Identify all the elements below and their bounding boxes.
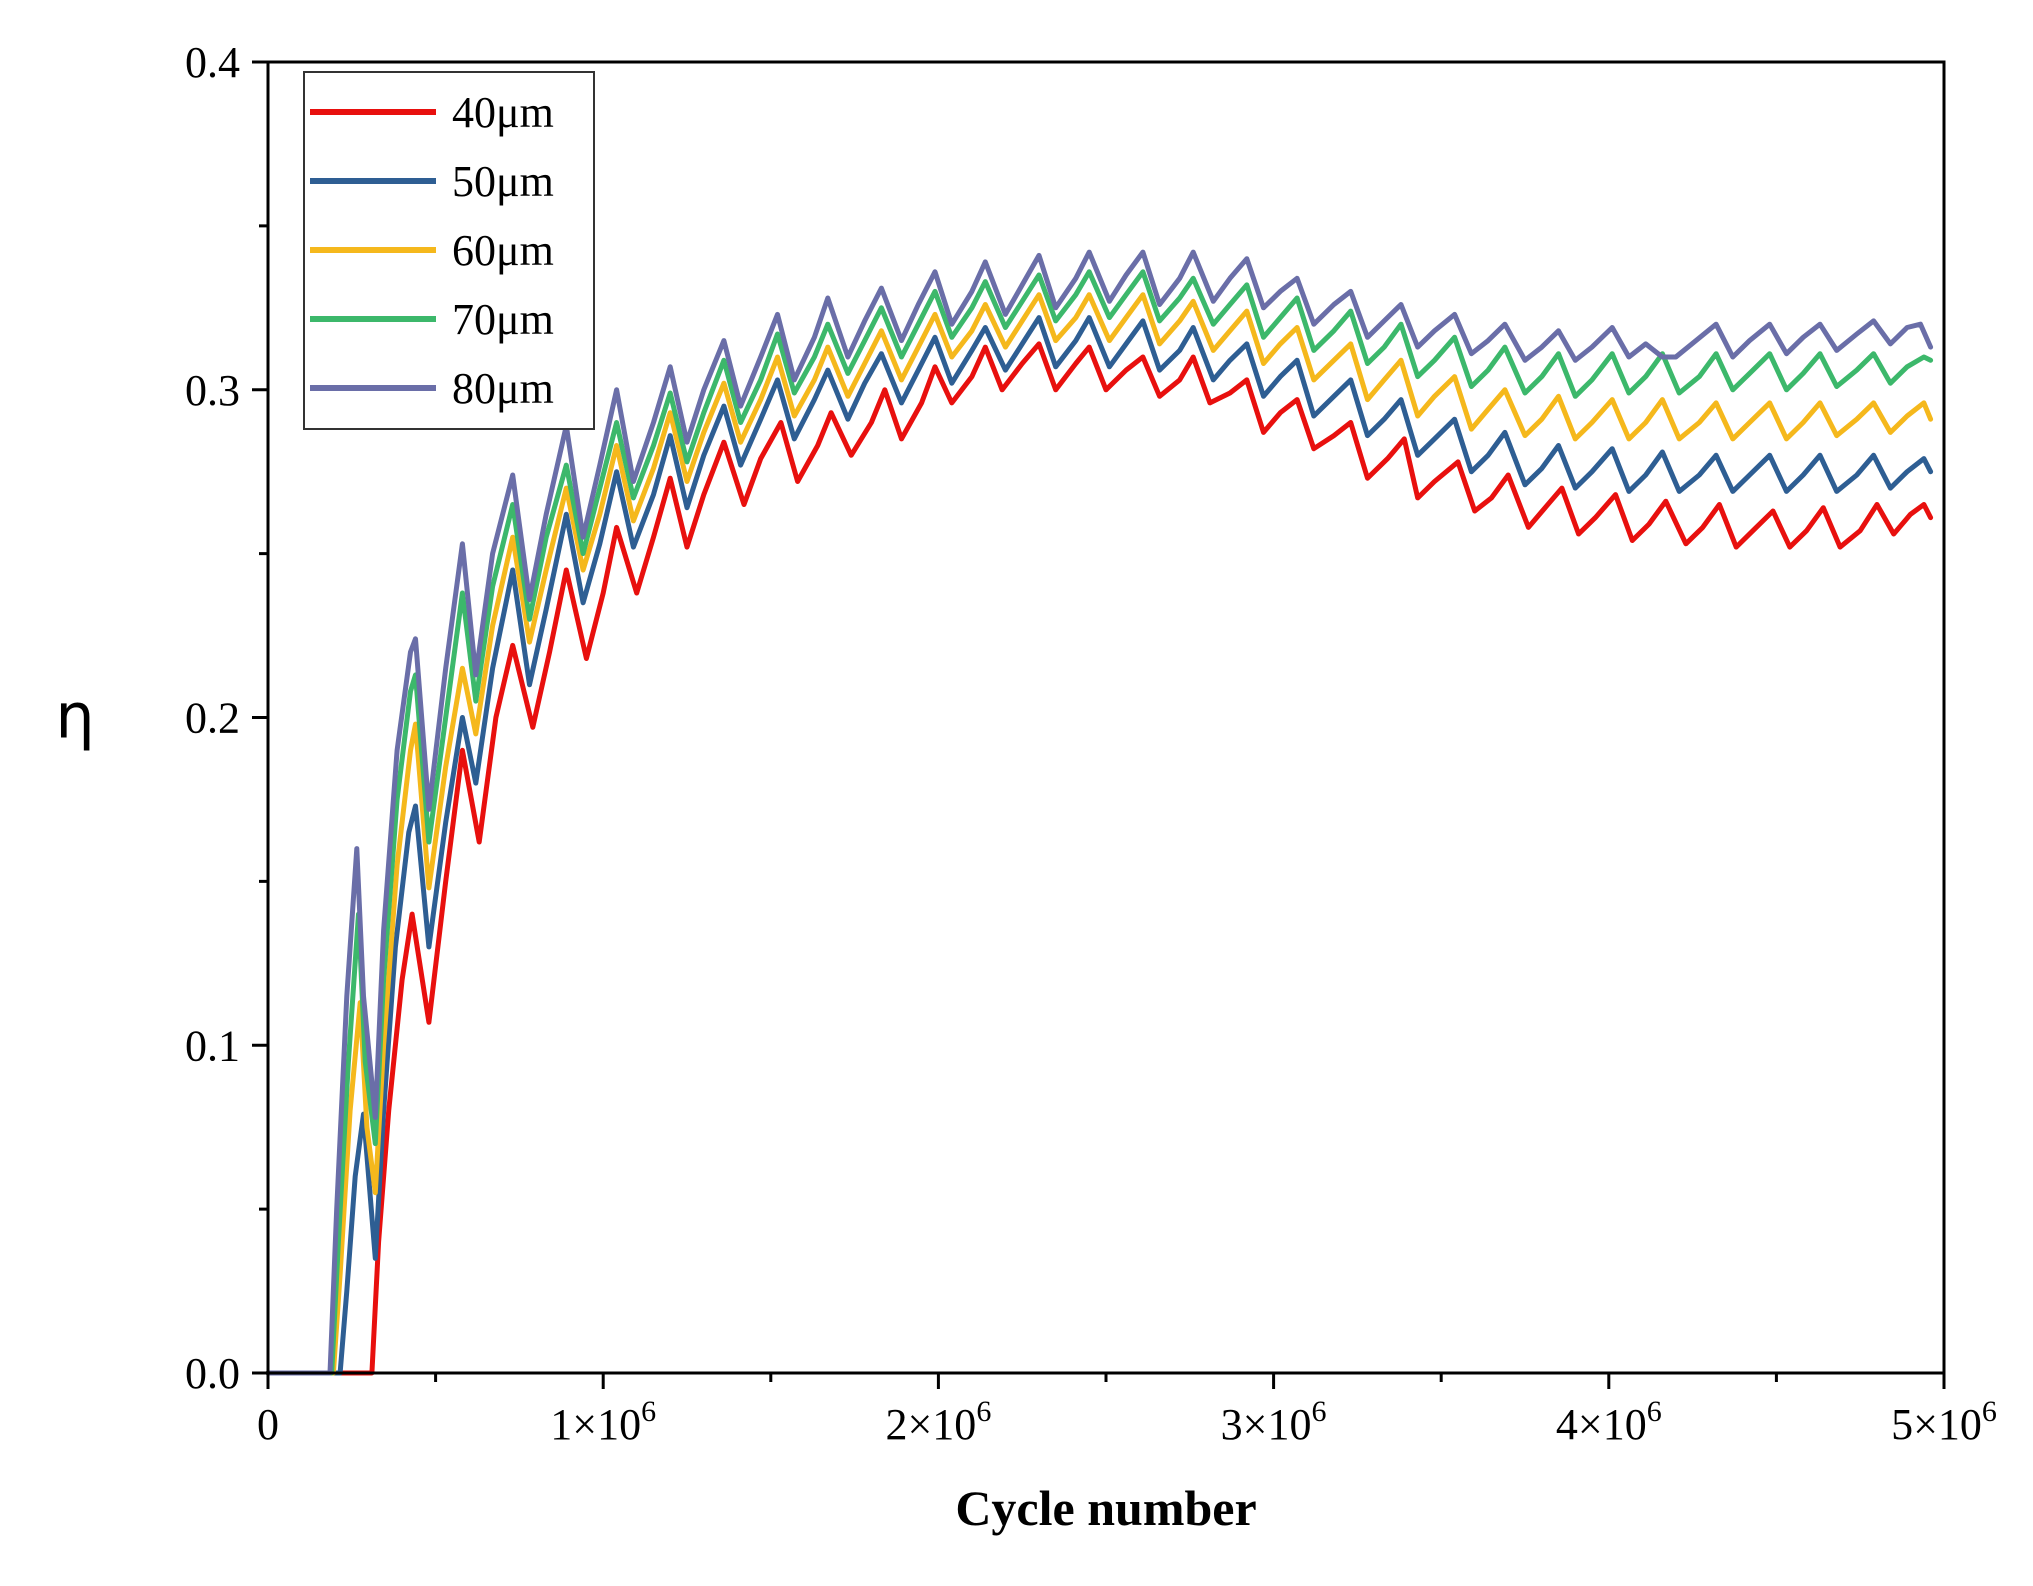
x-axis-title: Cycle number — [955, 1480, 1256, 1536]
x-tick-label-1: 1×106 — [550, 1395, 656, 1449]
y-tick-label-4: 0.4 — [185, 38, 240, 87]
series-line-1 — [265, 341, 1934, 1376]
legend-label-1: 40μm — [452, 88, 554, 137]
x-tick-label-5: 5×106 — [1891, 1395, 1997, 1449]
series-line-5 — [265, 249, 1934, 1376]
x-tick-label-3: 3×106 — [1221, 1395, 1327, 1449]
series-line-2 — [265, 315, 1934, 1376]
y-tick-label-3: 0.3 — [185, 366, 240, 415]
legend: 40μm 50μm 60μm 70μm 80μm — [303, 71, 595, 430]
y-tick-label-2: 0.2 — [185, 694, 240, 743]
x-tick-label-0: 0 — [257, 1400, 279, 1449]
labels-layer: 0 1×106 2×106 3×106 4×106 5×106 0.0 0.1 0.2 0.3 0.… — [185, 38, 1997, 1449]
legend-label-4: 70μm — [452, 295, 554, 344]
series-line-3 — [265, 292, 1934, 1376]
series-line-4 — [265, 269, 1934, 1376]
ticks-layer — [252, 60, 1946, 1389]
y-axis-title: η — [55, 680, 94, 753]
x-tick-label-2: 2×106 — [885, 1395, 991, 1449]
y-tick-label-1: 0.1 — [185, 1021, 240, 1070]
x-tick-label-4: 4×106 — [1556, 1395, 1662, 1449]
legend-label-3: 60μm — [452, 226, 554, 275]
legend-label-5: 80μm — [452, 364, 554, 413]
y-tick-label-0: 0.0 — [185, 1349, 240, 1398]
legend-label-2: 50μm — [452, 157, 554, 206]
series-layer — [265, 249, 1934, 1376]
